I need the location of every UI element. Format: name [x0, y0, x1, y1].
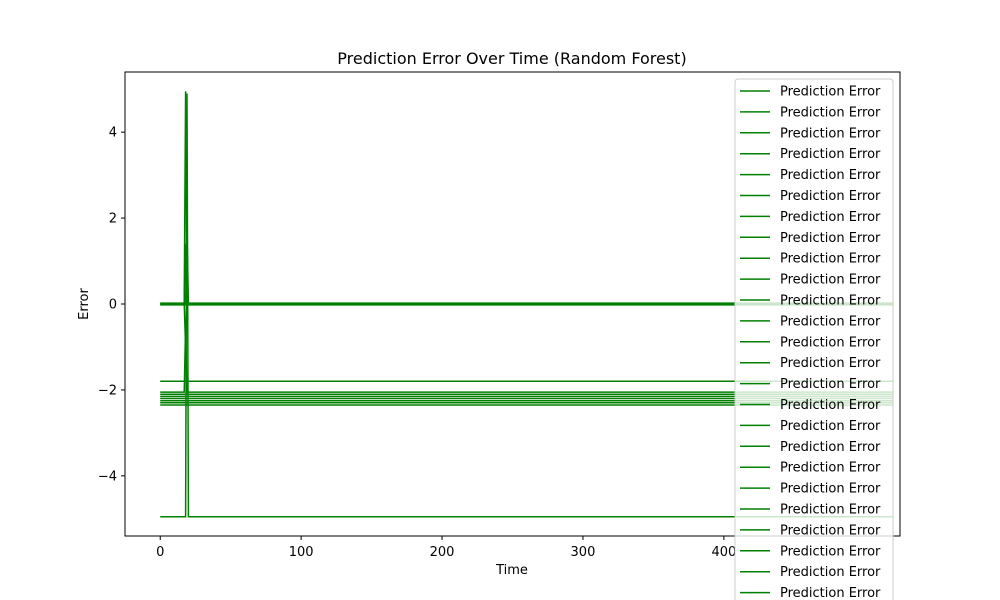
y-axis-label: Error [77, 288, 92, 320]
y-tick-label: −4 [98, 469, 117, 484]
legend-entry-label: Prediction Error [780, 503, 881, 518]
legend-entry-label: Prediction Error [780, 440, 881, 455]
x-tick-label: 200 [430, 545, 455, 560]
legend-entry-label: Prediction Error [780, 252, 881, 267]
y-axis: −4 −2 0 2 4 [98, 126, 125, 484]
legend-entry-label: Prediction Error [780, 314, 881, 329]
legend-entry-label: Prediction Error [780, 461, 881, 476]
legend-entry-label: Prediction Error [780, 210, 881, 225]
legend-entry-label: Prediction Error [780, 126, 881, 141]
legend-entry-label: Prediction Error [780, 335, 881, 350]
legend-entry-label: Prediction Error [780, 147, 881, 162]
legend-entry-label: Prediction Error [780, 586, 881, 600]
legend-entry-label: Prediction Error [780, 565, 881, 580]
legend-entry-label: Prediction Error [780, 377, 881, 392]
legend-entry-label: Prediction Error [780, 398, 881, 413]
x-tick-label: 0 [156, 545, 164, 560]
legend-entry-label: Prediction Error [780, 544, 881, 559]
series-line [160, 93, 893, 518]
legend-entry-label: Prediction Error [780, 168, 881, 183]
y-tick-label: 2 [109, 212, 117, 227]
chart-title: Prediction Error Over Time (Random Fores… [337, 49, 686, 68]
legend-entry-label: Prediction Error [780, 105, 881, 120]
legend-entry-label: Prediction Error [780, 273, 881, 288]
x-tick-label: 300 [571, 545, 596, 560]
legend-entry-label: Prediction Error [780, 294, 881, 309]
legend-entry-label: Prediction Error [780, 189, 881, 204]
legend-box [734, 78, 894, 600]
x-axis-label: Time [495, 563, 528, 578]
legend-entry-label: Prediction Error [780, 482, 881, 497]
legend-entry-label: Prediction Error [780, 85, 881, 100]
y-tick-label: 4 [109, 126, 117, 141]
legend-entry-label: Prediction Error [780, 419, 881, 434]
x-axis: 0 100 200 300 400 [156, 536, 736, 560]
legend: Prediction Error Prediction Error Predicti… [734, 78, 894, 600]
legend-entry-label: Prediction Error [780, 231, 881, 246]
legend-entry-label: Prediction Error [780, 523, 881, 538]
x-tick-label: 400 [711, 545, 736, 560]
y-tick-label: −2 [98, 383, 117, 398]
x-tick-label: 100 [289, 545, 314, 560]
y-tick-label: 0 [109, 298, 117, 313]
legend-entry-label: Prediction Error [780, 356, 881, 371]
